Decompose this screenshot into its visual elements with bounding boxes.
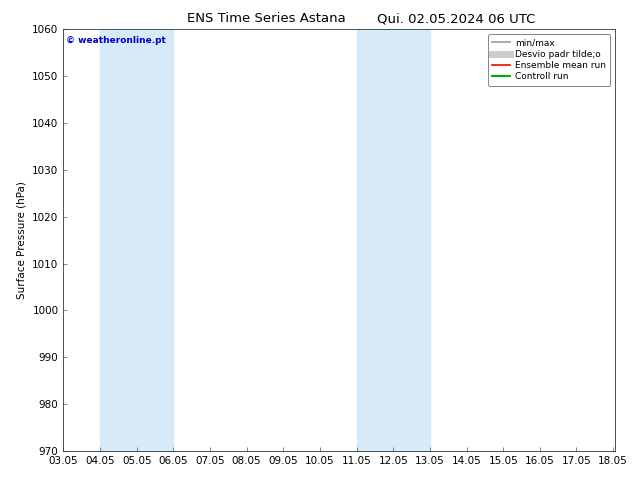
Text: ENS Time Series Astana: ENS Time Series Astana [187,12,346,25]
Text: Qui. 02.05.2024 06 UTC: Qui. 02.05.2024 06 UTC [377,12,536,25]
Y-axis label: Surface Pressure (hPa): Surface Pressure (hPa) [16,181,27,299]
Legend: min/max, Desvio padr tilde;o, Ensemble mean run, Controll run: min/max, Desvio padr tilde;o, Ensemble m… [488,34,611,86]
Text: © weatheronline.pt: © weatheronline.pt [66,36,166,45]
Bar [356,29,430,451]
Bar [100,29,173,451]
